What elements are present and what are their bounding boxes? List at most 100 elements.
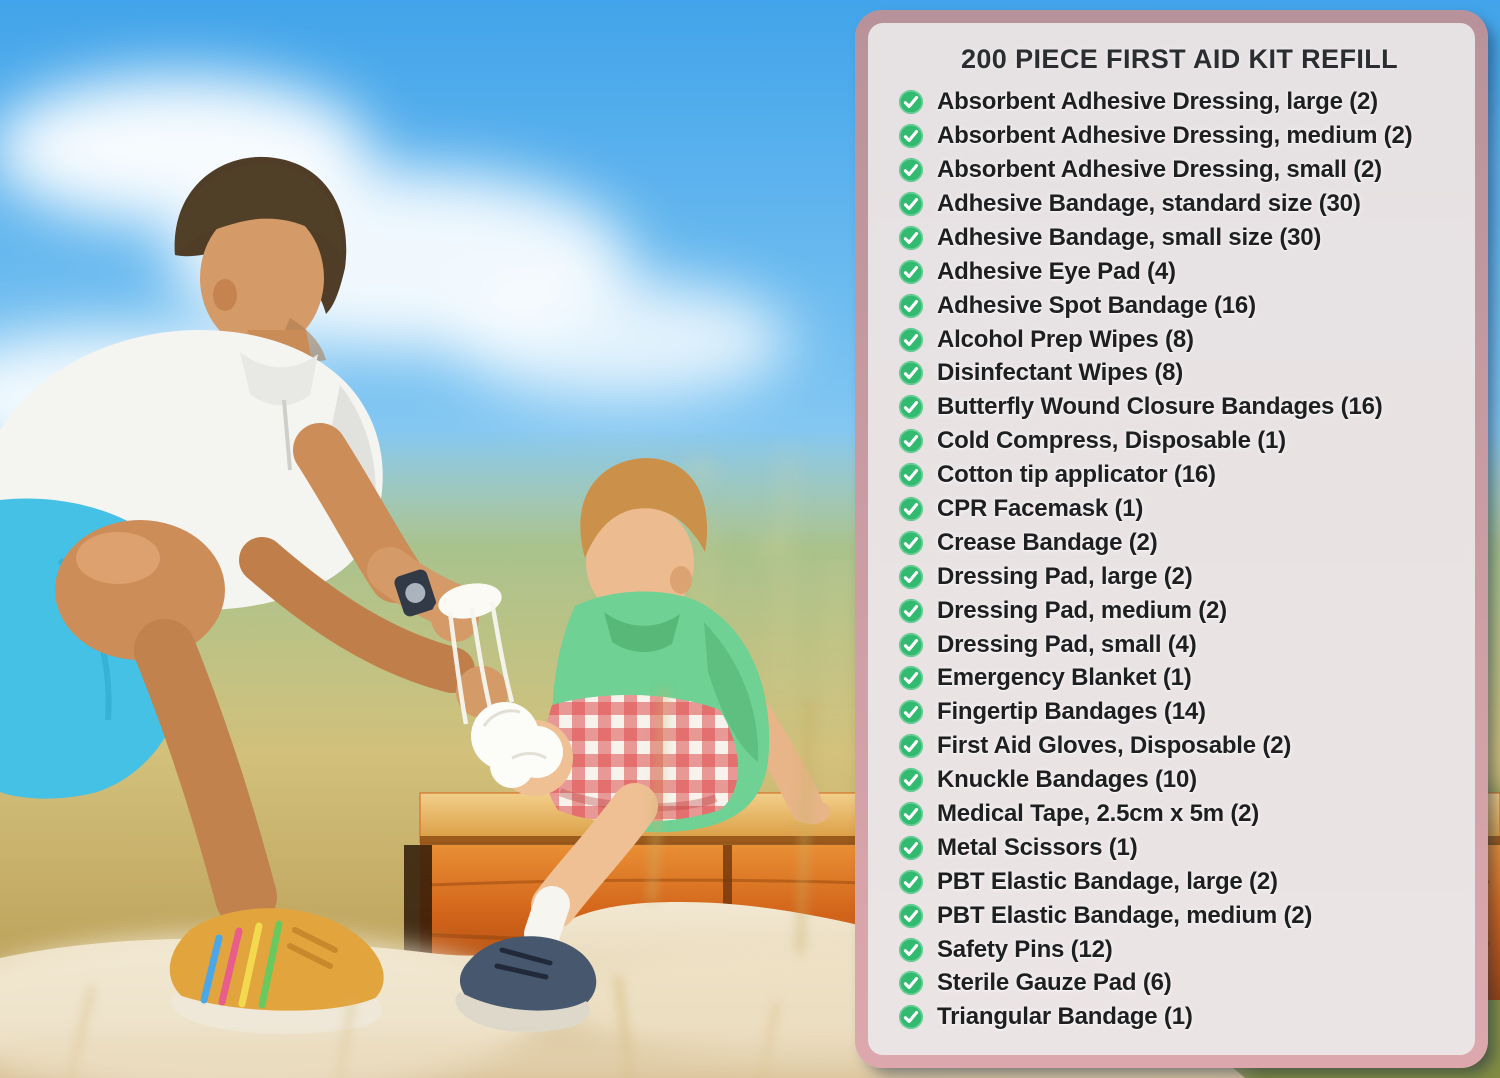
list-item: Dressing Pad, medium (2) [898,594,1461,628]
item-label: Metal Scissors (1) [937,833,1138,861]
item-label: Safety Pins (12) [937,935,1113,963]
check-circle-icon [898,699,924,725]
item-label: CPR Facemask (1) [937,495,1144,523]
list-item: CPR Facemask (1) [898,492,1461,526]
check-circle-icon [898,564,924,590]
list-item: Fingertip Bandages (14) [898,695,1461,729]
father-ear [213,279,237,311]
list-item: Alcohol Prep Wipes (8) [898,323,1461,357]
check-circle-icon [898,157,924,183]
check-circle-icon [898,598,924,624]
list-item: Dressing Pad, large (2) [898,560,1461,594]
list-item: Emergency Blanket (1) [898,662,1461,696]
list-item: Knuckle Bandages (10) [898,763,1461,797]
list-item: Metal Scissors (1) [898,831,1461,865]
boy-sneaker [455,936,597,1033]
list-item: Adhesive Eye Pad (4) [898,255,1461,289]
item-label: Knuckle Bandages (10) [937,766,1197,794]
check-circle-icon [898,801,924,827]
contents-panel: 200 PIECE FIRST AID KIT REFILL Absorbent… [855,10,1488,1068]
check-circle-icon [898,767,924,793]
boy-ear [670,566,692,594]
item-label: Crease Bandage (2) [937,528,1158,556]
check-circle-icon [898,530,924,556]
contents-panel-inner: 200 PIECE FIRST AID KIT REFILL Absorbent… [868,23,1475,1055]
list-item: Dressing Pad, small (4) [898,628,1461,662]
list-item: Absorbent Adhesive Dressing, large (2) [898,85,1461,119]
item-label: First Aid Gloves, Disposable (2) [937,732,1292,760]
item-label: Sterile Gauze Pad (6) [937,969,1172,997]
item-label: Dressing Pad, large (2) [937,562,1193,590]
list-item: Absorbent Adhesive Dressing, small (2) [898,153,1461,187]
list-item: Butterfly Wound Closure Bandages (16) [898,390,1461,424]
father-watch [394,569,437,617]
list-item: PBT Elastic Bandage, large (2) [898,865,1461,899]
check-circle-icon [898,1004,924,1030]
boy-face [586,504,694,620]
check-circle-icon [898,394,924,420]
item-label: Adhesive Eye Pad (4) [937,257,1176,285]
item-label: Disinfectant Wipes (8) [937,359,1184,387]
list-item: PBT Elastic Bandage, medium (2) [898,899,1461,933]
check-circle-icon [898,293,924,319]
item-label: Adhesive Spot Bandage (16) [937,291,1256,319]
item-label: Alcohol Prep Wipes (8) [937,325,1194,353]
list-item: Adhesive Spot Bandage (16) [898,289,1461,323]
check-circle-icon [898,733,924,759]
check-circle-icon [898,191,924,217]
item-label: Butterfly Wound Closure Bandages (16) [937,393,1383,421]
list-item: First Aid Gloves, Disposable (2) [898,729,1461,763]
list-item: Crease Bandage (2) [898,526,1461,560]
check-circle-icon [898,632,924,658]
list-item: Safety Pins (12) [898,933,1461,967]
check-circle-icon [898,225,924,251]
item-label: Medical Tape, 2.5cm x 5m (2) [937,800,1260,828]
list-item: Cotton tip applicator (16) [898,458,1461,492]
check-circle-icon [898,665,924,691]
list-item: Disinfectant Wipes (8) [898,357,1461,391]
check-circle-icon [898,835,924,861]
item-label: PBT Elastic Bandage, large (2) [937,867,1278,895]
check-circle-icon [898,327,924,353]
check-circle-icon [898,259,924,285]
list-item: Triangular Bandage (1) [898,1000,1461,1034]
panel-title: 200 PIECE FIRST AID KIT REFILL [960,44,1399,74]
item-label: Cotton tip applicator (16) [937,461,1216,489]
check-circle-icon [898,496,924,522]
check-circle-icon [898,903,924,929]
check-circle-icon [898,869,924,895]
father-figure [0,156,508,1035]
item-label: Dressing Pad, small (4) [937,630,1197,658]
check-circle-icon [898,123,924,149]
check-circle-icon [898,428,924,454]
contents-list: Absorbent Adhesive Dressing, large (2) A… [898,85,1461,1034]
check-circle-icon [898,970,924,996]
boy-shorts [542,694,739,822]
boy-hair [580,458,708,558]
item-label: Dressing Pad, medium (2) [937,596,1227,624]
item-label: PBT Elastic Bandage, medium (2) [937,901,1313,929]
check-circle-icon [898,462,924,488]
item-label: Adhesive Bandage, standard size (30) [937,190,1361,217]
list-item: Sterile Gauze Pad (6) [898,967,1461,1001]
item-label: Adhesive Bandage, small size (30) [937,223,1322,251]
item-label: Cold Compress, Disposable (1) [937,427,1286,455]
gauze-bandage [438,583,563,788]
item-label: Fingertip Bandages (14) [937,698,1206,726]
item-label: Absorbent Adhesive Dressing, small (2) [937,156,1382,184]
check-circle-icon [898,360,924,386]
check-circle-icon [898,937,924,963]
list-item: Adhesive Bandage, standard size (30) [898,187,1461,221]
check-circle-icon [898,89,924,115]
item-label: Triangular Bandage (1) [937,1003,1193,1031]
list-item: Adhesive Bandage, small size (30) [898,221,1461,255]
father-shoe [169,908,384,1035]
list-item: Absorbent Adhesive Dressing, medium (2) [898,119,1461,153]
item-label: Emergency Blanket (1) [937,664,1192,692]
list-item: Cold Compress, Disposable (1) [898,424,1461,458]
list-item: Medical Tape, 2.5cm x 5m (2) [898,797,1461,831]
boy-sock [524,886,570,952]
item-label: Absorbent Adhesive Dressing, large (2) [937,88,1378,116]
item-label: Absorbent Adhesive Dressing, medium (2) [937,122,1413,150]
